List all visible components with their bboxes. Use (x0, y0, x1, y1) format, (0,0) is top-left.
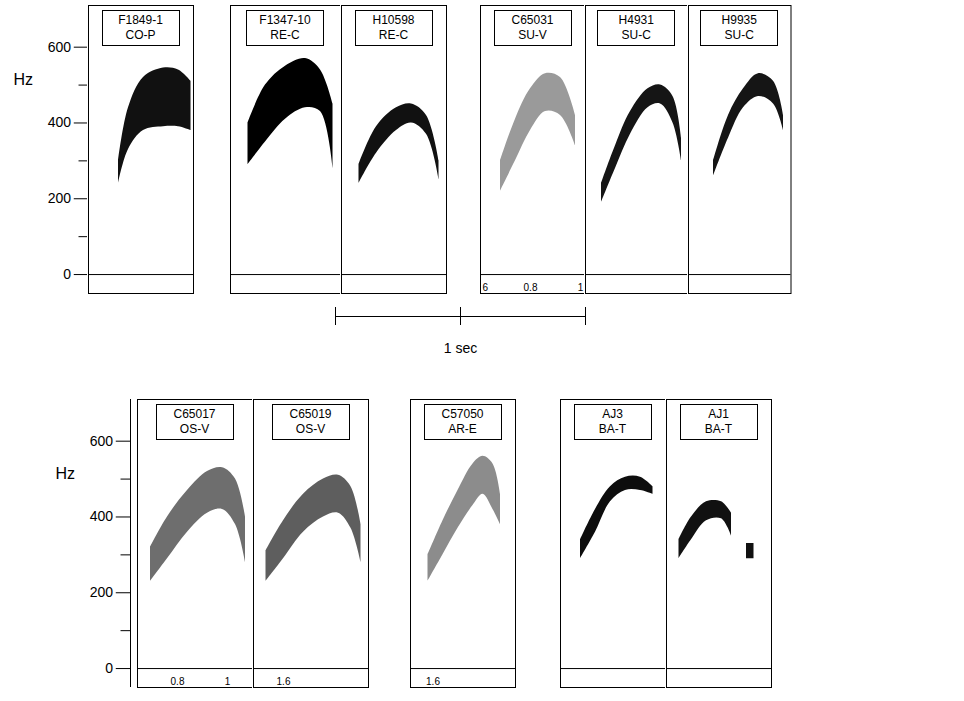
svg-text:400: 400 (48, 114, 72, 130)
html-text:C65019: C65019 (289, 407, 332, 421)
svg-text:6: 6 (483, 282, 489, 293)
html-text:F1347-10: F1347-10 (259, 13, 311, 27)
svg-text:600: 600 (48, 39, 72, 55)
svg-text:200: 200 (90, 584, 114, 600)
svg-text:400: 400 (90, 508, 114, 524)
html-text:AJ3: AJ3 (602, 407, 623, 421)
html-text:H10598: H10598 (372, 13, 415, 27)
html-text:SU-C: SU-C (621, 28, 651, 42)
html-text:SU-V: SU-V (518, 28, 547, 42)
html-text:RE-C: RE-C (270, 28, 300, 42)
html-text:OS-V: OS-V (179, 422, 210, 436)
svg-text:0: 0 (63, 266, 71, 282)
svg-text:0.8: 0.8 (171, 676, 185, 687)
html-text:AR-E: AR-E (448, 422, 477, 436)
html-text:C65017: C65017 (173, 407, 216, 421)
svg-text:0: 0 (105, 660, 113, 676)
svg-text:200: 200 (48, 190, 72, 206)
html-text:BA-T: BA-T (598, 422, 627, 436)
svg-text:0.8: 0.8 (524, 282, 538, 293)
html-text:SU-C: SU-C (724, 28, 754, 42)
html-text:H9935: H9935 (721, 13, 757, 27)
html-text:RE-C: RE-C (378, 28, 409, 42)
html-text:AJ1: AJ1 (708, 407, 729, 421)
svg-text:Hz: Hz (56, 465, 76, 482)
html-text:H4931: H4931 (618, 13, 654, 27)
svg-text:1.6: 1.6 (277, 676, 291, 687)
html-text:BA-T: BA-T (704, 422, 733, 436)
html-text:C65031: C65031 (511, 13, 554, 27)
svg-text:1.6: 1.6 (426, 676, 440, 687)
html-text:CO-P: CO-P (125, 28, 156, 42)
html-text:OS-V: OS-V (295, 422, 326, 436)
svg-text:1: 1 (578, 282, 584, 293)
svg-text:1: 1 (225, 676, 231, 687)
html-text:C57050: C57050 (441, 407, 484, 421)
svg-text:600: 600 (90, 433, 114, 449)
svg-text:1 sec: 1 sec (444, 340, 477, 356)
svg-text:Hz: Hz (14, 71, 34, 88)
html-text:F1849-1: F1849-1 (118, 13, 163, 27)
